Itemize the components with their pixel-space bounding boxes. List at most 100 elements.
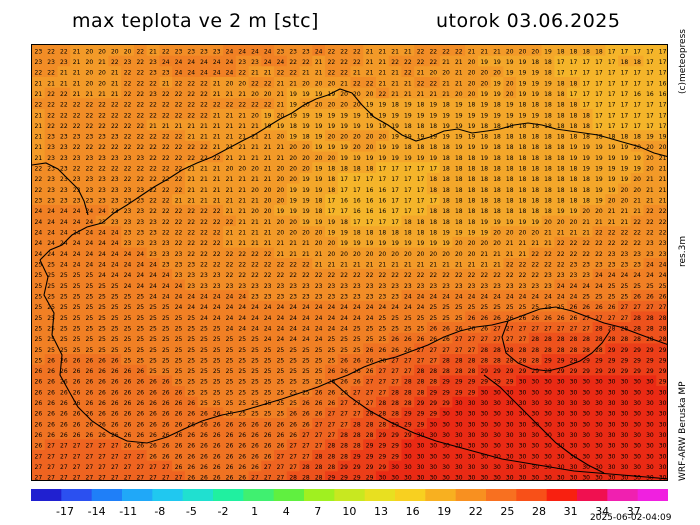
grid-cell: [274, 76, 288, 89]
grid-value: 26: [200, 432, 208, 439]
grid-cell: [605, 130, 619, 142]
grid-value: 30: [506, 464, 514, 471]
grid-cell: [223, 55, 237, 67]
grid-value: 22: [353, 59, 361, 66]
grid-value: 20: [315, 230, 323, 237]
grid-value: 21: [277, 240, 285, 247]
grid-value: 23: [238, 283, 246, 290]
grid-value: 17: [429, 166, 437, 173]
grid-value: 30: [633, 432, 641, 439]
grid-cell: [159, 66, 173, 78]
grid-value: 27: [519, 336, 527, 343]
grid-value: 18: [468, 187, 476, 194]
grid-value: 21: [315, 251, 323, 258]
grid-value: 30: [582, 379, 590, 386]
grid-value: 23: [213, 48, 221, 55]
grid-value: 28: [353, 443, 361, 450]
grid-cell: [32, 130, 46, 142]
grid-value: 25: [213, 357, 221, 364]
grid-value: 21: [493, 261, 501, 268]
grid-cell: [554, 98, 568, 110]
grid-cell: [57, 151, 71, 163]
grid-cell: [197, 108, 211, 121]
grid-value: 20: [455, 91, 463, 98]
grid-cell: [172, 87, 186, 99]
grid-value: 30: [519, 432, 527, 439]
grid-cell: [465, 45, 479, 57]
grid-value: 22: [136, 102, 144, 109]
grid-cell: [159, 140, 173, 153]
grid-cell: [108, 108, 122, 121]
grid-cell: [108, 183, 122, 195]
grid-value: 22: [47, 123, 55, 130]
grid-cell: [337, 140, 352, 153]
grid-value: 25: [493, 304, 501, 311]
grid-cell: [465, 76, 479, 89]
grid-value: 30: [582, 475, 590, 481]
grid-value: 19: [544, 80, 552, 87]
grid-value: 27: [124, 453, 132, 460]
grid-value: 30: [404, 443, 412, 450]
grid-value: 20: [226, 80, 234, 87]
grid-value: 19: [480, 102, 488, 109]
grid-cell: [133, 183, 148, 195]
grid-value: 26: [86, 432, 94, 439]
grid-cell: [261, 130, 275, 142]
grid-value: 22: [187, 102, 195, 109]
grid-value: 26: [136, 389, 144, 396]
grid-value: 27: [86, 453, 94, 460]
grid-value: 30: [557, 443, 565, 450]
grid-cell: [452, 87, 466, 99]
grid-value: 21: [200, 187, 208, 194]
grid-value: 21: [468, 261, 476, 268]
grid-value: 19: [493, 80, 501, 87]
grid-value: 19: [315, 91, 323, 98]
grid-value: 22: [213, 219, 221, 226]
grid-value: 29: [557, 368, 565, 375]
grid-cell: [82, 66, 97, 78]
grid-value: 23: [35, 48, 43, 55]
grid-value: 22: [519, 261, 527, 268]
grid-value: 20: [251, 91, 259, 98]
grid-value: 21: [264, 70, 272, 77]
grid-value: 25: [289, 400, 297, 407]
grid-value: 29: [608, 357, 616, 364]
grid-cell: [528, 130, 543, 142]
grid-cell: [57, 119, 71, 131]
grid-value: 21: [391, 91, 399, 98]
grid-value: 21: [226, 134, 234, 141]
grid-value: 17: [391, 166, 399, 173]
grid-cell: [274, 183, 288, 195]
grid-value: 29: [468, 379, 476, 386]
grid-value: 19: [480, 91, 488, 98]
grid-value: 25: [417, 315, 425, 322]
grid-value: 17: [659, 102, 667, 109]
grid-cell: [350, 130, 364, 142]
grid-value: 26: [47, 389, 55, 396]
grid-value: 18: [442, 198, 450, 205]
grid-value: 26: [73, 357, 81, 364]
grid-value: 26: [238, 432, 246, 439]
grid-value: 25: [47, 315, 55, 322]
grid-value: 18: [582, 176, 590, 183]
grid-value: 28: [582, 347, 590, 354]
grid-value: 22: [213, 155, 221, 162]
grid-value: 17: [404, 187, 412, 194]
grid-value: 21: [429, 261, 437, 268]
grid-value: 29: [646, 357, 654, 364]
grid-value: 24: [200, 293, 208, 300]
grid-value: 21: [187, 134, 195, 141]
grid-cell: [643, 66, 657, 78]
grid-value: 26: [35, 400, 43, 407]
grid-value: 24: [226, 48, 234, 55]
grid-value: 16: [379, 187, 387, 194]
grid-value: 22: [111, 123, 119, 130]
grid-cell: [503, 140, 517, 153]
grid-value: 24: [506, 293, 514, 300]
grid-value: 20: [86, 80, 94, 87]
grid-value: 25: [200, 400, 208, 407]
grid-value: 17: [417, 208, 425, 215]
grid-cell: [528, 119, 543, 131]
grid-value: 23: [302, 48, 310, 55]
grid-value: 23: [149, 230, 157, 237]
